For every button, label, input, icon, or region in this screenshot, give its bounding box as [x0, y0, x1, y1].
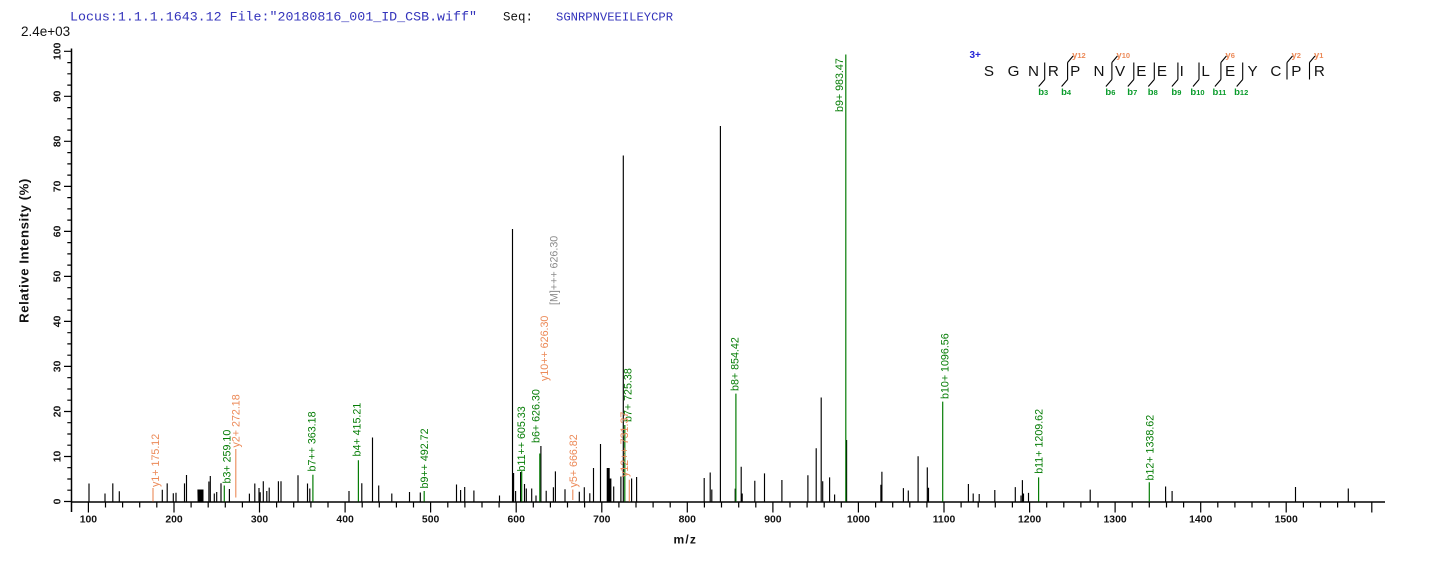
svg-text:P: P: [1291, 63, 1301, 80]
svg-text:b6+ 626.30: b6+ 626.30: [531, 389, 543, 443]
svg-text:b3+ 259.10: b3+ 259.10: [222, 430, 234, 484]
svg-text:800: 800: [679, 514, 697, 525]
svg-text:300: 300: [251, 514, 269, 525]
svg-text:1200: 1200: [1018, 514, 1041, 525]
svg-text:m/z: m/z: [673, 533, 697, 547]
svg-text:b7+ 725.38: b7+ 725.38: [623, 368, 635, 422]
svg-text:b7: b7: [1127, 87, 1137, 98]
svg-text:y2+ 272.18: y2+ 272.18: [231, 394, 243, 447]
svg-text:30: 30: [53, 360, 64, 372]
svg-text:Y: Y: [1248, 63, 1258, 80]
svg-text:40: 40: [53, 315, 64, 327]
svg-text:R: R: [1314, 63, 1325, 80]
svg-text:N: N: [1094, 63, 1105, 80]
svg-text:20: 20: [53, 406, 64, 418]
svg-text:Relative Intensity (%): Relative Intensity (%): [17, 178, 32, 323]
svg-text:b7++ 363.18: b7++ 363.18: [307, 411, 319, 471]
svg-text:y2: y2: [1292, 50, 1301, 61]
svg-text:y12: y12: [1072, 50, 1086, 61]
svg-text:100: 100: [53, 42, 64, 60]
svg-text:y12++ 731.37: y12++ 731.37: [619, 412, 631, 477]
svg-text:y1: y1: [1314, 50, 1323, 61]
svg-text:y10++ 626.30: y10++ 626.30: [539, 316, 551, 381]
svg-text:b9++ 492.72: b9++ 492.72: [419, 428, 431, 488]
svg-text:b11++ 605.33: b11++ 605.33: [516, 406, 528, 471]
svg-text:C: C: [1270, 63, 1281, 80]
svg-text:2.4e+03: 2.4e+03: [21, 24, 70, 39]
svg-text:b8: b8: [1148, 87, 1158, 98]
svg-text:y5+ 666.82: y5+ 666.82: [568, 434, 580, 487]
svg-text:Seq:: Seq:: [503, 11, 533, 25]
svg-text:400: 400: [336, 514, 354, 525]
svg-text:S: S: [984, 63, 994, 80]
svg-text:b12: b12: [1234, 87, 1248, 98]
svg-text:50: 50: [53, 270, 64, 282]
svg-text:10: 10: [53, 451, 64, 463]
svg-text:100: 100: [80, 514, 98, 525]
svg-text:L: L: [1201, 63, 1209, 80]
svg-text:E: E: [1136, 63, 1146, 80]
svg-text:b11: b11: [1213, 87, 1227, 98]
svg-text:N: N: [1028, 63, 1039, 80]
svg-text:900: 900: [764, 514, 782, 525]
svg-text:500: 500: [422, 514, 440, 525]
svg-text:b6: b6: [1105, 87, 1115, 98]
svg-text:70: 70: [53, 180, 64, 192]
svg-text:SGNRPNVEEILEYCPR: SGNRPNVEEILEYCPR: [556, 11, 673, 25]
svg-text:3+: 3+: [970, 50, 982, 61]
svg-text:0: 0: [53, 498, 64, 504]
svg-text:90: 90: [53, 90, 64, 102]
svg-text:b9: b9: [1171, 87, 1181, 98]
svg-text:b11+ 1209.62: b11+ 1209.62: [1034, 409, 1046, 474]
svg-text:E: E: [1157, 63, 1167, 80]
svg-text:y10: y10: [1116, 50, 1130, 61]
svg-text:600: 600: [508, 514, 526, 525]
svg-text:b10+ 1096.56: b10+ 1096.56: [940, 333, 952, 399]
svg-text:1500: 1500: [1275, 514, 1298, 525]
svg-text:G: G: [1008, 63, 1020, 80]
svg-text:60: 60: [53, 225, 64, 237]
svg-text:1000: 1000: [847, 514, 870, 525]
svg-text:[M]+++ 626.30: [M]+++ 626.30: [548, 236, 560, 305]
svg-text:1400: 1400: [1189, 514, 1212, 525]
svg-text:80: 80: [53, 135, 64, 147]
svg-text:b8+ 854.42: b8+ 854.42: [730, 337, 742, 391]
svg-text:y6: y6: [1225, 50, 1234, 61]
svg-text:1300: 1300: [1104, 514, 1127, 525]
svg-text:b9+ 983.47: b9+ 983.47: [834, 58, 846, 112]
svg-text:E: E: [1225, 63, 1235, 80]
svg-text:b4: b4: [1061, 87, 1072, 98]
svg-text:I: I: [1180, 63, 1184, 80]
svg-text:200: 200: [165, 514, 183, 525]
svg-text:R: R: [1048, 63, 1059, 80]
svg-text:b3: b3: [1038, 87, 1048, 98]
svg-text:b10: b10: [1190, 87, 1204, 98]
svg-text:Locus:1.1.1.1643.12 File:"2018: Locus:1.1.1.1643.12 File:"20180816_001_I…: [70, 10, 477, 25]
svg-text:P: P: [1070, 63, 1080, 80]
svg-text:V: V: [1115, 63, 1126, 80]
svg-text:700: 700: [593, 514, 611, 525]
svg-text:b12+ 1338.62: b12+ 1338.62: [1144, 415, 1156, 481]
svg-text:1100: 1100: [933, 514, 956, 525]
svg-text:b4+ 415.21: b4+ 415.21: [352, 403, 364, 457]
svg-text:y1+ 175.12: y1+ 175.12: [150, 434, 162, 487]
